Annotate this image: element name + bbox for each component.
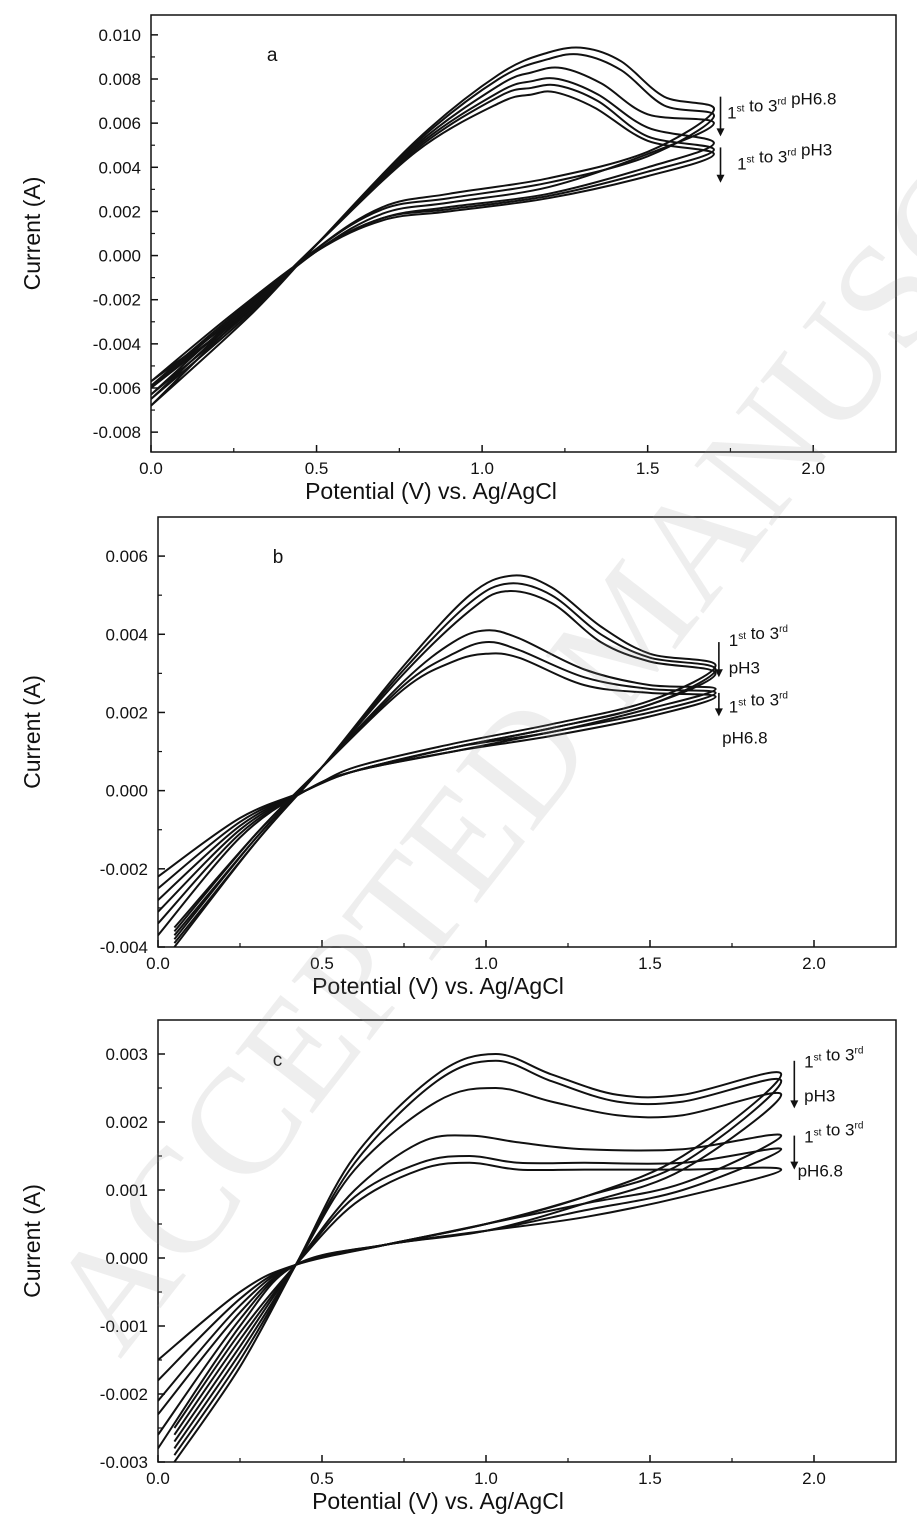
x-tick-label: 0.5 [310,1469,334,1488]
cv-curve-1 [151,46,715,407]
y-tick-label: -0.002 [100,1385,148,1404]
y-tick-label: -0.002 [93,291,141,310]
y-tick-label: 0.001 [105,1181,148,1200]
y-tick-label: 0.000 [105,1249,148,1268]
y-tick-label: 0.010 [98,26,141,45]
annotation-label: pH3 [729,658,760,677]
y-tick-label: 0.008 [98,70,141,89]
y-tick-label: -0.008 [93,423,141,442]
y-tick-label: -0.001 [100,1317,148,1336]
series-group [158,574,717,947]
y-tick-label: 0.006 [98,114,141,133]
arrow-head [790,1161,799,1170]
x-tick-label: 1.0 [470,459,494,478]
arrow-head [716,174,725,183]
annotation-label: 1st to 3rd pH3 [737,140,832,173]
x-tick-label: 2.0 [801,459,825,478]
x-tick-label: 0.0 [146,954,170,973]
y-tick-label: 0.004 [98,158,141,177]
y-tick-label: 0.000 [105,782,148,801]
x-tick-label: 2.0 [802,954,826,973]
x-axis-title: Potential (V) vs. Ag/AgCl [312,973,564,999]
arrow-head [714,669,723,678]
cv-curve-6 [158,652,717,936]
annotation-label: pH3 [804,1087,835,1106]
x-tick-label: 0.5 [305,459,329,478]
arrow-head [790,1100,799,1109]
annotation-label: 1st to 3rd [729,624,788,650]
cv-curve-6 [151,90,715,383]
arrow-head [714,708,723,717]
arrow-head [716,128,725,137]
y-axis-title: Current (A) [19,177,45,291]
x-tick-label: 1.0 [474,1469,498,1488]
plot-frame [157,516,897,948]
cv-curve-6 [158,1161,783,1449]
x-tick-label: 0.0 [146,1469,170,1488]
panel-b: 0.0 0.5 1.0 1.5 2.0 -0.004 -0.002 0.000 0.002 0.0… [19,516,897,999]
annotation-label: 1st to 3rd [804,1046,863,1072]
y-tick-label: 0.006 [105,547,148,566]
panel-letter: c [273,1050,283,1071]
plot-frame [157,1019,897,1463]
x-tick-label: 0.0 [139,459,163,478]
y-tick-label: 0.002 [105,1113,148,1132]
y-tick-label: 0.003 [105,1045,148,1064]
x-tick-label: 1.5 [636,459,660,478]
annotation-label: 1st to 3rd pH6.8 [727,90,836,123]
y-tick-label: 0.000 [98,247,141,266]
x-axis-title: Potential (V) vs. Ag/AgCl [305,478,557,504]
series-group [158,1052,783,1462]
annotation-label: 1st to 3rd [804,1120,863,1146]
panel-letter: b [273,547,284,568]
panel-letter: a [267,45,278,66]
y-tick-label: 0.002 [98,202,141,221]
annotation-label: pH6.8 [798,1161,843,1180]
y-tick-label: -0.006 [93,379,141,398]
panel-c: 0.0 0.5 1.0 1.5 2.0 -0.003 -0.002 -0.001 0.000 0.… [19,1019,897,1514]
x-tick-label: 1.5 [638,954,662,973]
y-tick-label: -0.004 [93,335,141,354]
series-group [151,46,715,407]
y-tick-label: 0.002 [105,703,148,722]
x-tick-label: 1.0 [474,954,498,973]
y-tick-label: -0.004 [100,938,148,957]
x-tick-label: 0.5 [310,954,334,973]
x-tick-label: 1.5 [638,1469,662,1488]
cv-curve-2 [151,53,715,400]
y-axis-title: Current (A) [19,1184,45,1298]
x-axis-title: Potential (V) vs. Ag/AgCl [312,1488,564,1514]
panels: 0.0 0.5 1.0 1.5 2.0-0.008-0.006-0.004-0.0020… [19,14,897,1514]
panel-a: 0.0 0.5 1.0 1.5 2.0 -0.008 -0.006 -0.004 -0.002 0… [19,14,897,504]
y-tick-label: 0.004 [105,625,148,644]
annotation-label: pH6.8 [722,729,767,748]
annotation-label: 1st to 3rd [729,690,788,716]
y-tick-label: -0.003 [100,1453,148,1472]
y-axis-title: Current (A) [19,675,45,789]
x-tick-label: 2.0 [802,1469,826,1488]
y-tick-label: -0.002 [100,860,148,879]
